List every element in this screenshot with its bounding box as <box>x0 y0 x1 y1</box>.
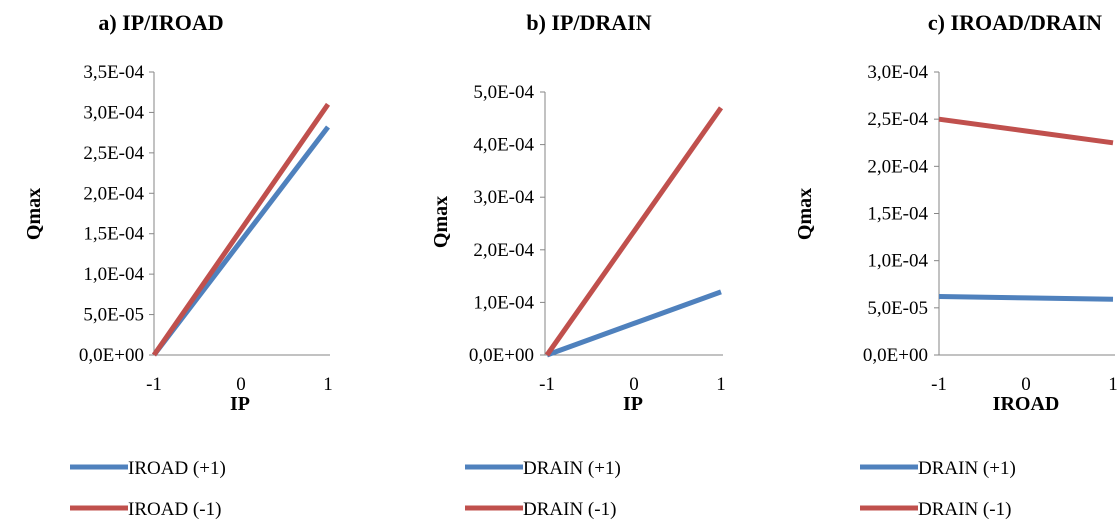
series-line-2 <box>151 102 331 357</box>
chart-title: a) IP/IROAD <box>98 10 223 35</box>
y-tick-label: 2,0E-04 <box>83 183 144 204</box>
y-tick-label: 2,5E-04 <box>83 143 144 164</box>
y-axis-label: Qmax <box>430 196 452 248</box>
y-tick-label: 2,0E-04 <box>867 156 928 177</box>
y-tick-label: 1,5E-04 <box>83 224 144 245</box>
legend-label: IROAD (+1) <box>128 458 226 479</box>
y-tick-label: 0,0E+00 <box>79 345 144 366</box>
y-tick-label: 3,0E-04 <box>83 102 144 123</box>
y-tick-label: 2,0E-04 <box>473 240 534 261</box>
y-tick-label: 3,0E-04 <box>867 62 928 83</box>
x-tick-label: 1 <box>716 374 726 395</box>
series-line-1 <box>546 289 722 358</box>
y-tick-label: 1,5E-04 <box>867 204 928 225</box>
y-tick-label: 1,0E-04 <box>83 264 144 285</box>
y-tick-label: 5,0E-04 <box>473 82 534 103</box>
x-axis-label: IP <box>623 393 643 415</box>
legend-label: DRAIN (-1) <box>523 499 616 520</box>
y-tick-label: 3,0E-04 <box>473 187 534 208</box>
series-line-1 <box>938 294 1114 302</box>
x-tick-label: -1 <box>146 374 162 395</box>
x-tick-label: -1 <box>931 374 947 395</box>
y-tick-label: 2,5E-04 <box>867 109 928 130</box>
y-tick-label: 3,5E-04 <box>83 62 144 83</box>
chart-panel-2: b) IP/DRAIN 0,0E+00 1,0E-04 2,0E-04 3,0E-04 4… <box>430 10 726 520</box>
chart-panel-1: a) IP/IROAD 0,0E+00 5,0E-05 1,0E-04 1,5E-04 2… <box>23 10 333 520</box>
x-tick-label: 0 <box>1021 374 1031 395</box>
x-axis-label: IP <box>230 393 250 415</box>
legend-label: DRAIN (+1) <box>918 458 1016 479</box>
chart-title: b) IP/DRAIN <box>526 10 651 35</box>
y-tick-label: 5,0E-05 <box>867 298 928 319</box>
y-axis-label: Qmax <box>23 188 45 240</box>
legend-label: DRAIN (-1) <box>918 499 1011 520</box>
x-tick-label: 0 <box>236 374 246 395</box>
y-tick-label: 1,0E-04 <box>867 251 928 272</box>
x-axis-label: IROAD <box>993 393 1060 415</box>
y-tick-label: 0,0E+00 <box>469 345 534 366</box>
y-tick-label: 0,0E+00 <box>863 345 928 366</box>
y-tick-label: 1,0E-04 <box>473 292 534 313</box>
series-line-2 <box>938 116 1114 146</box>
chart-panel-3: c) IROAD/DRAIN 0,0E+00 5,0E-05 1,0E-04 1,5E-… <box>794 10 1118 520</box>
y-tick-label: 4,0E-04 <box>473 135 534 156</box>
legend-label: IROAD (-1) <box>128 499 221 520</box>
chart-title: c) IROAD/DRAIN <box>928 10 1102 35</box>
x-tick-label: 0 <box>629 374 639 395</box>
legend-label: DRAIN (+1) <box>523 458 621 479</box>
y-tick-label: 5,0E-05 <box>83 305 144 326</box>
x-tick-label: 1 <box>1108 374 1118 395</box>
x-tick-label: 1 <box>323 374 333 395</box>
series-line-2 <box>544 106 724 357</box>
y-axis-label: Qmax <box>794 188 816 240</box>
x-tick-label: -1 <box>539 374 555 395</box>
